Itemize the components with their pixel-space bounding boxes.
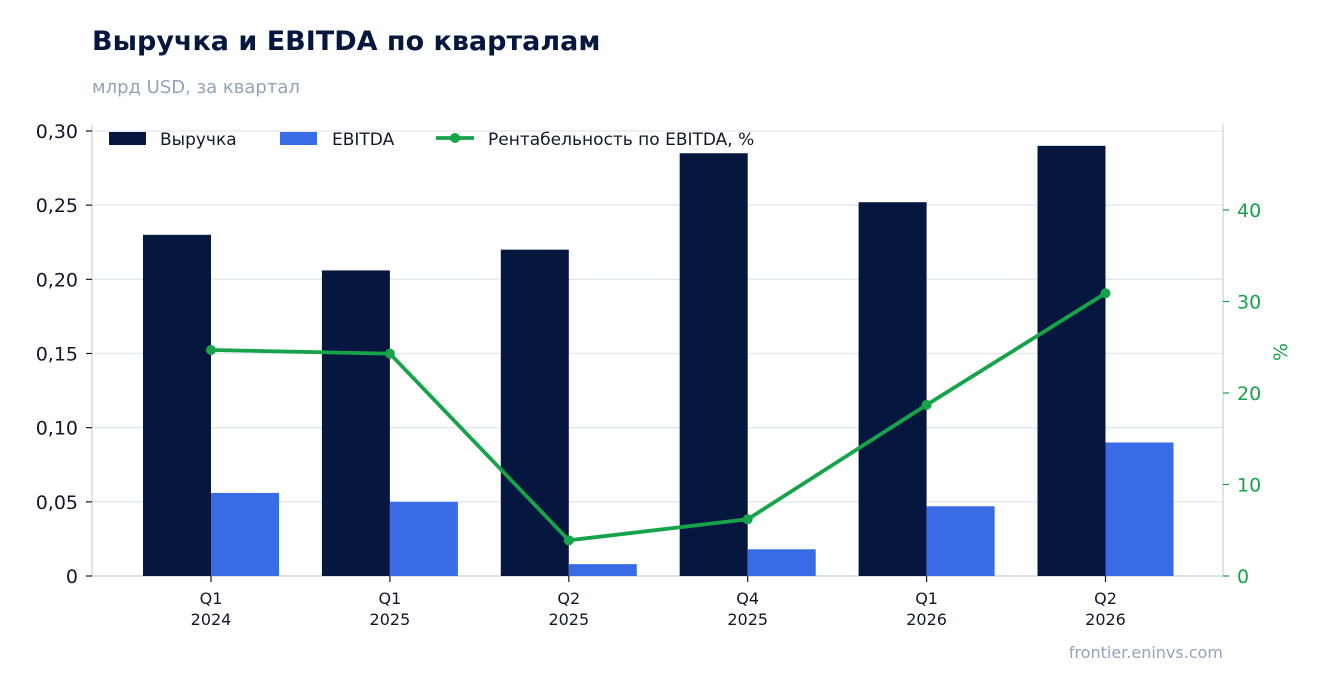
x-tick-label-quarter: Q4 (736, 589, 759, 608)
x-tick-label-quarter: Q1 (379, 589, 402, 608)
margin-line (210, 291, 1107, 543)
ebitda-bar (747, 549, 816, 576)
revenue-bar (143, 234, 211, 577)
margin-point (921, 399, 932, 410)
x-tick-label-year: 2025 (727, 610, 768, 629)
ebitda-bar (568, 564, 637, 576)
revenue-bar (679, 153, 748, 576)
series-margin-line (206, 288, 1111, 546)
x-axis: Q1 2024 Q1 2025 Q2 2025 Q4 2025 Q1 2026 Q2 2026 (191, 576, 1126, 629)
x-tick-label-year: 2025 (548, 610, 589, 629)
x-tick-label-year: 2025 (370, 610, 411, 629)
right-tick-label: 0 (1237, 566, 1249, 588)
legend-swatch-margin-dot (450, 133, 460, 143)
margin-point (384, 348, 395, 359)
legend: Выручка EBITDA Рентабельность по EBITDA, % (109, 130, 754, 150)
ebitda-bar (211, 492, 279, 576)
legend-label-ebitda: EBITDA (332, 130, 395, 150)
revenue-bar (858, 202, 927, 576)
revenue-bar (321, 270, 390, 576)
source-credit: frontier.eninvs.com (1068, 643, 1223, 662)
margin-point (1100, 288, 1111, 299)
right-axis-label: % (1270, 343, 1292, 361)
margin-point (206, 344, 216, 355)
left-tick-label: 0 (66, 566, 78, 588)
ebitda-bar (926, 506, 995, 576)
legend-label-revenue: Выручка (160, 130, 237, 150)
left-tick-label: 0,25 (36, 195, 78, 217)
x-tick-label-year: 2026 (1085, 610, 1126, 629)
revenue-bar (500, 249, 569, 576)
legend-label-margin: Рентабельность по EBITDA, % (488, 130, 754, 150)
chart-subtitle: млрд USD, за квартал (92, 77, 300, 98)
right-tick-label: 20 (1237, 383, 1261, 405)
series-ebitda-bars (211, 442, 1174, 576)
x-tick-label-year: 2024 (191, 610, 232, 629)
right-y-axis: 0 10 20 30 40% (1223, 200, 1292, 588)
left-tick-label: 0,20 (36, 269, 78, 291)
x-tick-label-quarter: Q2 (1094, 589, 1117, 608)
revenue-bar (1037, 145, 1106, 577)
left-y-axis: 0 0,05 0,10 0,15 0,20 0,25 0,30 (36, 121, 92, 588)
right-tick-label: 30 (1237, 292, 1261, 314)
x-tick-label-year: 2026 (906, 610, 947, 629)
series-revenue-bars (143, 145, 1106, 577)
ebitda-bar (389, 501, 458, 576)
right-tick-label: 10 (1237, 475, 1261, 497)
legend-swatch-revenue (109, 132, 146, 145)
margin-point (742, 514, 753, 525)
right-tick-label: 40 (1237, 200, 1261, 222)
x-tick-label-quarter: Q1 (915, 589, 938, 608)
ebitda-bar (1105, 442, 1174, 576)
x-tick-label-quarter: Q1 (200, 589, 223, 608)
chart-title: Выручка и EBITDA по кварталам (92, 26, 601, 57)
margin-point (563, 535, 574, 546)
left-tick-label: 0,15 (36, 344, 78, 366)
left-tick-label: 0,05 (36, 492, 78, 514)
left-tick-label: 0,10 (36, 418, 78, 440)
left-tick-label: 0,30 (36, 121, 78, 143)
x-tick-label-quarter: Q2 (557, 589, 580, 608)
legend-swatch-ebitda (280, 132, 317, 145)
